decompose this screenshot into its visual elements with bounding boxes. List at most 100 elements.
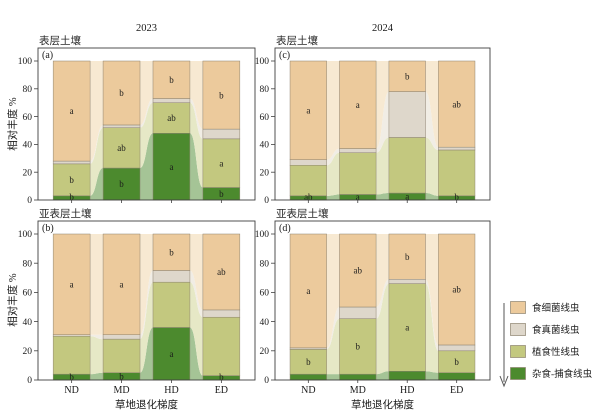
bar-segment [152,60,191,99]
legend-label-bacterivore: 食细菌线虫 [532,304,580,314]
flow-band [90,61,104,162]
flow-band [189,102,203,188]
sig-letter: b [69,175,74,185]
sig-letter: a [405,323,409,333]
y-tick-label: 0 [27,196,32,206]
panel-label-a: (a) [42,50,54,61]
bar-segment [202,316,241,376]
x-tick-label: MD [113,385,129,396]
legend-swatch-omnivore-predator-icon [510,366,526,380]
flow-band [326,152,340,196]
y-tick-label: 80 [23,85,33,95]
flow-band [376,234,389,307]
flow-band [189,270,203,318]
bar-segment [102,60,141,126]
flow-band [189,282,203,376]
bar-segment [289,373,327,381]
flow-band [326,61,340,160]
flow-band [90,334,104,340]
y-tick-label: 60 [260,113,270,123]
flow-band [189,133,203,200]
bar-segment [202,233,241,311]
bar-segment [388,370,426,381]
sig-letter: b [306,357,311,367]
flow-band [140,270,153,340]
flow-band [425,137,439,196]
sig-letter: b [169,75,174,85]
sig-letter: b [219,90,224,100]
flow-band [376,137,389,195]
bar-segment [152,281,191,328]
y-tick-label: 60 [260,289,270,299]
sig-letter: a [169,349,173,359]
flow-band [326,374,340,380]
sig-letter: a [120,280,124,290]
flow-band [425,283,439,373]
sig-letter: ab [167,113,176,123]
flow-band [425,234,439,345]
legend-label-herbivore: 植食性线虫 [532,348,580,358]
bar-segment [438,372,476,381]
legend-label-omnivore-predator: 杂食-捕食线虫 [532,370,593,380]
bar-segment [388,233,426,280]
y-tick-label: 100 [18,230,33,240]
flow-band [140,282,153,373]
bar-segment [438,146,476,151]
x-axis-label-b: 草地退化梯度 [115,400,178,411]
x-tick-label: HD [164,385,178,396]
x-tick-label: MD [350,385,366,396]
sig-letter: a [70,280,74,290]
sig-letter: b [356,342,361,352]
sig-letter: a [219,158,223,168]
legend-swatch-bacterivore-icon [510,300,526,314]
y-tick-label: 20 [260,168,270,178]
flow-band [425,279,439,351]
x-tick-label: ED [215,385,228,396]
flow-band [425,193,439,200]
plot-border [274,47,491,201]
y-tick-label: 20 [23,347,33,357]
bar-segment [202,60,241,130]
flow-band [326,307,340,350]
flow-band [376,283,389,375]
flow-band [376,193,389,200]
sig-letter: b [219,372,224,382]
plot-border [37,220,256,381]
flow-band [189,327,203,380]
flow-band [90,168,104,200]
flow-band [90,234,104,335]
y-tick-label: 0 [264,196,269,206]
bar-segment [339,373,377,381]
col-title-2023: 2023 [136,23,157,34]
flow-band [140,234,153,335]
bar-segment [202,128,241,140]
legend-item-herbivore: 植食性线虫 [510,344,580,358]
bar-segment [102,124,141,128]
bar-segment [289,349,327,375]
bar-segment [52,335,91,375]
flow-band [90,127,104,196]
x-tick-label: ED [450,385,463,396]
sig-letter: ab [452,99,461,109]
sig-letter: a [306,286,310,296]
legend-item-bacterivore: 食细菌线虫 [510,300,580,314]
legend: 食细菌线虫 食真菌线虫 植食性线虫 杂食-捕食线虫 [494,298,600,390]
y-tick-label: 60 [23,289,33,299]
panel-label-b: (b) [42,223,54,234]
bar-segment [339,148,377,153]
sig-letter: b [405,252,410,262]
flow-band [326,318,340,375]
sig-letter: b [219,189,224,199]
bar-segment [152,270,191,283]
bar-segment [202,138,241,188]
bar-segment [102,334,141,340]
flow-band [140,327,153,380]
sig-letter: b [119,179,124,189]
legend-item-fungivore: 食真菌线虫 [510,322,580,336]
bar-segment [102,233,141,335]
sig-letter: a [356,192,360,202]
sig-letter: ab [354,266,363,276]
legend-swatch-fungivore-icon [510,322,526,336]
bar-segment [438,344,476,352]
